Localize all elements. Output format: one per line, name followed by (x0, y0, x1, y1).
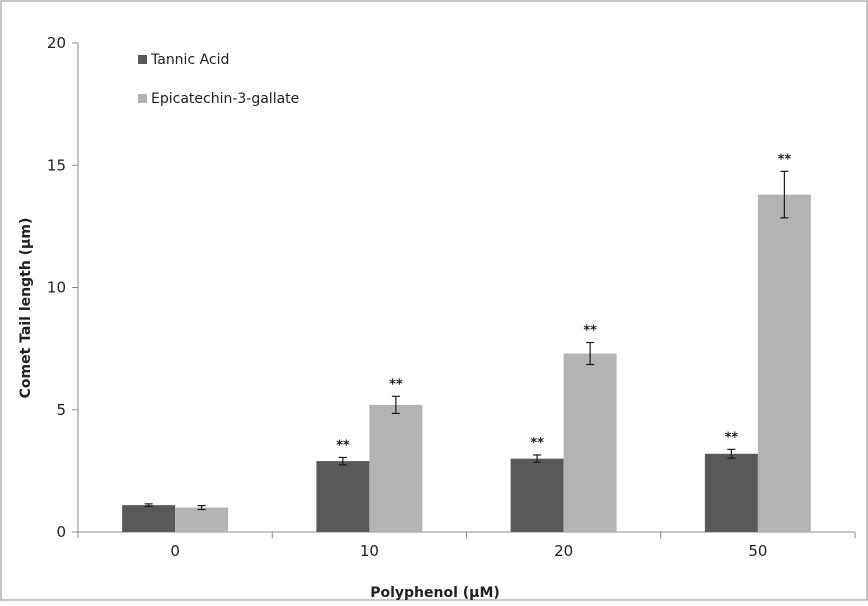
bar-epicatechin-3-gallate-10 (369, 404, 423, 532)
legend-swatch-tannic-acid (138, 55, 147, 64)
bar-epicatechin-3-gallate-0 (175, 507, 229, 532)
bar-tannic-acid-20 (510, 458, 564, 532)
x-tick-label: 10 (360, 542, 379, 560)
bar-tannic-acid-0 (122, 505, 176, 532)
y-tick-label: 0 (56, 523, 66, 541)
y-tick-label: 15 (47, 156, 66, 174)
significance-label-epicatechin-3-gallate-50: ** (778, 152, 792, 167)
bar-epicatechin-3-gallate-50 (757, 194, 811, 532)
significance-label-tannic-acid-10: ** (336, 438, 350, 453)
legend-label-epicatechin-3-gallate: Epicatechin-3-gallate (151, 91, 299, 107)
legend: Tannic Acid Epicatechin-3-gallate (138, 52, 299, 107)
x-axis-title: Polyphenol (µM) (370, 585, 500, 601)
legend-label-tannic-acid: Tannic Acid (150, 52, 229, 68)
x-tick-label: 0 (170, 542, 180, 560)
y-tick-label: 10 (47, 279, 66, 297)
significance-label-epicatechin-3-gallate-10: ** (389, 377, 403, 392)
labels: 0 5 10 15 20 0 10 20 50 ** ** ** ** ** ** (47, 34, 791, 560)
significance-label-tannic-acid-20: ** (530, 436, 544, 451)
legend-swatch-epicatechin-3-gallate (138, 94, 147, 103)
significance-label-tannic-acid-50: ** (725, 430, 739, 445)
bars (122, 170, 811, 532)
significance-label-epicatechin-3-gallate-20: ** (583, 324, 597, 339)
y-axis-title: Comet Tail length (µm) (18, 218, 34, 399)
bar-tannic-acid-10 (316, 461, 370, 532)
x-tick-label: 20 (554, 542, 573, 560)
x-tick-label: 50 (748, 542, 767, 560)
y-tick-label: 5 (56, 401, 66, 419)
bar-epicatechin-3-gallate-20 (563, 353, 617, 532)
bar-tannic-acid-50 (704, 453, 758, 532)
y-tick-label: 20 (47, 34, 66, 52)
